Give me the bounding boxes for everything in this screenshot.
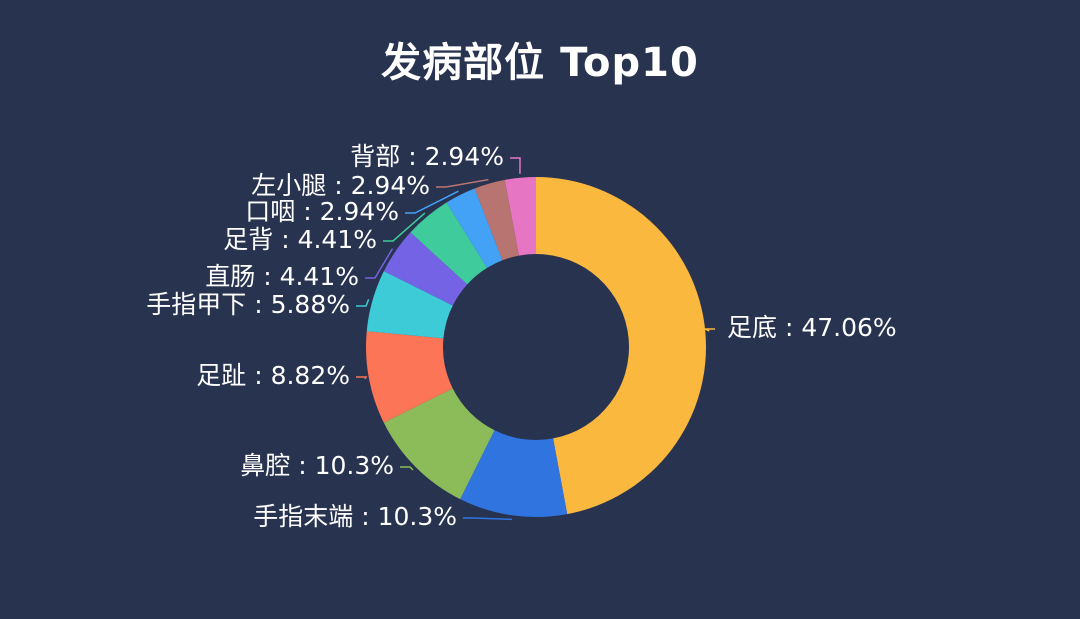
leader-line-7 — [383, 212, 426, 242]
leader-line-9 — [436, 178, 489, 188]
slice-label-5: 手指甲下 : 5.88% — [146, 290, 350, 319]
pie-slice-1 — [536, 177, 707, 515]
leader-line-6 — [365, 248, 394, 279]
pie-slice-3 — [383, 388, 495, 500]
pie-slice-7 — [410, 202, 488, 285]
slice-label-9: 左小腿 : 2.94% — [251, 171, 430, 200]
chart-title: 发病部位 Top10 — [381, 40, 699, 86]
slice-label-1: 足底 : 47.06% — [727, 313, 897, 342]
pie-slice-9 — [474, 179, 519, 261]
slice-label-3: 鼻腔 : 10.3% — [240, 451, 394, 480]
slice-label-8: 口咽 : 2.94% — [245, 197, 399, 226]
pie-slice-4 — [366, 331, 453, 423]
leader-line-4 — [356, 376, 368, 380]
leader-line-1 — [704, 328, 715, 332]
slice-label-2: 手指末端 : 10.3% — [253, 502, 457, 531]
leader-line-3 — [400, 466, 414, 471]
leader-line-10 — [510, 157, 521, 174]
pie-slice-6 — [383, 232, 468, 306]
slice-label-10: 背部 : 2.94% — [350, 142, 504, 171]
pie-slice-8 — [446, 188, 503, 268]
pie-slice-5 — [366, 271, 453, 339]
pie-slice-2 — [460, 430, 568, 517]
slice-label-7: 足背 : 4.41% — [223, 225, 377, 254]
slice-label-6: 直肠 : 4.41% — [205, 262, 359, 291]
pie-slice-10 — [504, 177, 536, 256]
slice-label-4: 足趾 : 8.82% — [196, 361, 350, 390]
leader-line-5 — [356, 299, 370, 307]
leader-line-2 — [463, 517, 512, 521]
leader-line-8 — [405, 190, 459, 214]
